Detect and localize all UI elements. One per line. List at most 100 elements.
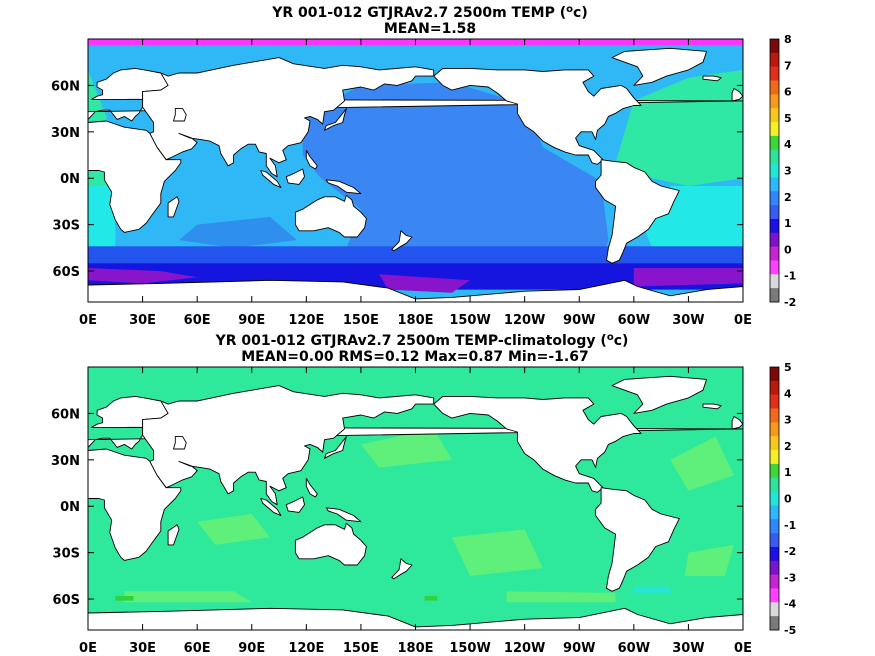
weddell-east — [88, 268, 198, 284]
anomaly-region-4 — [124, 591, 252, 603]
colorbar-swatch — [770, 149, 779, 164]
colorbar-tick-label: 4 — [784, 387, 792, 400]
land-greenland — [611, 47, 708, 86]
land-asia — [142, 385, 435, 506]
colorbar-swatch — [770, 108, 779, 123]
y-tick-label: 0N — [60, 500, 80, 515]
colorbar-tick-label: 5 — [784, 361, 792, 374]
anomaly-region-1 — [360, 428, 452, 468]
map-panel-anomaly — [87, 366, 744, 631]
colorbar-tick-label: -1 — [784, 270, 796, 283]
anomaly-region-0 — [197, 514, 270, 545]
anomaly-region-6 — [684, 544, 734, 576]
colorbar-swatch — [770, 574, 779, 589]
colorbar-tick-label: 5 — [784, 112, 792, 125]
colorbar-tick-label: -1 — [784, 519, 796, 532]
land-greenland — [611, 375, 708, 414]
panel2-subtitle: MEAN=0.00 RMS=0.12 Max=0.87 Min=-1.67 — [241, 349, 588, 365]
y-tick-label: 30N — [51, 126, 80, 141]
land-asia — [142, 57, 435, 178]
colorbar-swatch — [770, 602, 779, 617]
colorbar-tick-label: 4 — [784, 138, 792, 151]
colorbar-swatch — [770, 380, 779, 396]
y-tick-label: 60S — [53, 265, 80, 280]
colorbar-tick-label: 7 — [784, 59, 792, 72]
x-tick-label: 30E — [129, 641, 156, 656]
x-tick-label: 180E — [397, 313, 433, 328]
land-sumatra — [260, 170, 282, 188]
atlantic-north-region — [615, 69, 743, 186]
anomaly-positive-spot — [115, 596, 134, 601]
land-borneo — [285, 496, 305, 513]
indian-deep-region — [179, 216, 298, 248]
colorbar-swatch — [770, 232, 779, 248]
x-tick-label: 0E — [79, 641, 97, 656]
colorbar-swatch — [770, 274, 779, 289]
colorbar-swatch — [770, 546, 779, 562]
land-borneo — [285, 168, 305, 185]
colorbar-tick-label: 8 — [784, 33, 792, 46]
x-tick-label: 120W — [504, 313, 545, 328]
x-tick-label: 0E — [734, 641, 752, 656]
colorbar-swatch — [770, 450, 779, 465]
land-japan — [324, 108, 347, 131]
land-uk — [731, 88, 743, 102]
colorbar-swatch — [770, 94, 779, 109]
land-japan — [324, 436, 347, 459]
colorbar-tick-label: 3 — [784, 414, 792, 427]
x-tick-label: 30W — [672, 641, 704, 656]
colorbar-tick-label: -2 — [784, 545, 796, 558]
y-tick-label: 60N — [51, 79, 80, 94]
colorbar-swatch — [770, 477, 779, 492]
colorbar-swatch — [770, 394, 779, 409]
colorbar-tick-label: -4 — [784, 598, 797, 611]
x-tick-label: 60E — [184, 313, 211, 328]
colorbar-tick-label: 1 — [784, 466, 792, 479]
land-philippines — [305, 149, 318, 170]
land-newzealand — [391, 230, 413, 252]
colorbar-swatch — [770, 52, 779, 68]
x-tick-label: 30E — [129, 313, 156, 328]
x-ticks-panel1: 0E 30E 60E 90E 120E 150E 180E 150W 120W 90W 60W 30W… — [79, 39, 752, 328]
colorbar-tick-label: 2 — [784, 191, 792, 204]
colorbar-swatch — [770, 408, 779, 423]
atlantic-south-east — [88, 186, 116, 248]
anomaly-negative-spot — [633, 586, 671, 593]
colorbar-frame — [769, 38, 780, 303]
colorbar-swatch — [770, 80, 779, 95]
land-newzealand — [391, 558, 413, 580]
colorbar-swatch — [770, 288, 779, 303]
colorbar-frame — [769, 366, 780, 631]
colorbar-swatch — [770, 177, 779, 192]
colorbar-swatch — [770, 463, 779, 479]
y-tick-label: 60S — [53, 593, 80, 608]
colorbar-tick-label: 1 — [784, 217, 792, 230]
colorbar-swatch — [770, 588, 779, 603]
colorbar-mean: 8 7 6 5 4 3 2 1 0 -1 -2 — [769, 33, 796, 309]
y-tick-label: 60N — [51, 407, 80, 422]
x-tick-label: 60E — [184, 641, 211, 656]
land-iceland — [702, 403, 722, 410]
colorbar-swatch — [770, 367, 779, 382]
y-tick-label: 30N — [51, 454, 80, 469]
land-southamerica — [595, 487, 680, 592]
land-australia — [294, 194, 367, 238]
colorbar-swatch — [770, 560, 779, 576]
y-ticks-panel2: 60N 30N 0N 30S 60S — [51, 407, 743, 608]
colorbar-swatch — [770, 491, 779, 506]
colorbar-swatch — [770, 122, 779, 137]
land-newguinea — [325, 179, 362, 195]
x-tick-label: 150E — [343, 641, 379, 656]
x-tick-label: 120E — [288, 641, 324, 656]
anomaly-region-3 — [670, 436, 734, 491]
land-madagascar — [167, 196, 180, 218]
colorbar-tick-label: 2 — [784, 440, 792, 453]
x-tick-label: 120W — [504, 641, 545, 656]
colorbar-swatch — [770, 66, 779, 81]
anomaly-region-5 — [506, 591, 616, 603]
x-ticks-panel2: 0E 30E 60E 90E 120E 150E 180E 150W 120W 90W 60W 30W… — [79, 367, 752, 656]
colorbar-swatch — [770, 191, 779, 206]
colorbar-swatch — [770, 135, 779, 151]
land-caspian — [173, 436, 187, 450]
